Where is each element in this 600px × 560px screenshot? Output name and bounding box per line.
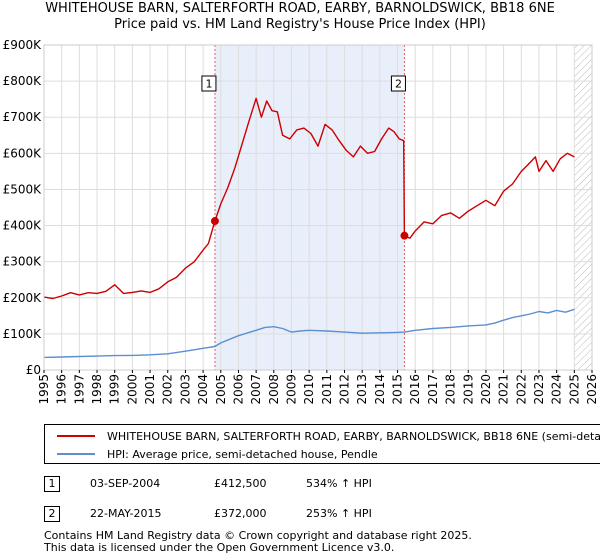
legend-swatch-property (57, 435, 95, 437)
plot-border (43, 44, 593, 371)
transaction-price: £372,000 (214, 507, 267, 520)
x-tick-label: 2005 (214, 374, 228, 405)
chart-title: WHITEHOUSE BARN, SALTERFORTH ROAD, EARBY… (45, 1, 555, 16)
x-tick-label: 2014 (373, 374, 387, 405)
x-tick-label: 1997 (72, 374, 86, 405)
transaction-date: 03-SEP-2004 (90, 477, 161, 490)
legend-entry-property: WHITEHOUSE BARN, SALTERFORTH ROAD, EARBY… (45, 427, 600, 445)
x-tick-label: 2001 (143, 374, 157, 405)
sale-marker-badge-box (390, 75, 406, 92)
footer-licence: This data is licensed under the Open Gov… (44, 541, 395, 554)
x-tick-label: 2022 (514, 374, 528, 405)
transaction-number-badge: 2 (44, 506, 60, 522)
y-tick-label: £700K (3, 110, 43, 124)
transaction-price: £412,500 (214, 477, 267, 490)
x-tick-label: 2000 (125, 374, 139, 405)
transaction-row: 2 22-MAY-2015 £372,000 253% ↑ HPI (0, 505, 600, 525)
x-tick-label: 2012 (338, 374, 352, 405)
transaction-row: 1 03-SEP-2004 £412,500 534% ↑ HPI (0, 475, 600, 495)
transaction-hpi-change: 534% ↑ HPI (306, 477, 372, 490)
x-tick-label: 2011 (320, 374, 334, 405)
x-axis: 1995 1996 1997 1998 1999 2000 2001 2002 2003 2004… (37, 370, 599, 405)
x-tick-label: 1999 (108, 374, 122, 405)
sale-marker-badge-label: 2 (395, 78, 402, 91)
footer-copyright: Contains HM Land Registry data © Crown c… (44, 529, 472, 542)
y-tick-label: £400K (3, 219, 43, 233)
x-tick-label: 2007 (249, 374, 263, 405)
sale-points (210, 217, 409, 240)
x-tick-label: 2025 (567, 374, 581, 405)
chart-subtitle: Price paid vs. HM Land Registry's House … (114, 17, 486, 32)
x-tick-label: 2009 (284, 374, 298, 405)
x-tick-label: 2023 (532, 374, 546, 405)
y-axis: £0 £100K £200K £300K £400K £500K £600K £700K £80… (3, 38, 43, 377)
x-tick-label: 1995 (37, 374, 51, 405)
x-tick-label: 2019 (461, 374, 475, 405)
hpi-series-line (44, 308, 575, 359)
series-lines (44, 97, 575, 359)
x-tick-label: 2026 (585, 374, 599, 405)
legend-swatch-hpi (57, 453, 95, 455)
ownership-shaded-region (214, 45, 405, 370)
y-tick-label: £300K (3, 255, 43, 269)
x-tick-label: 2002 (161, 374, 175, 405)
legend-label-hpi: HPI: Average price, semi-detached house,… (107, 447, 378, 461)
x-tick-label: 2003 (178, 374, 192, 405)
y-tick-label: £900K (3, 38, 43, 52)
property-series-line (44, 97, 575, 300)
x-tick-label: 2018 (444, 374, 458, 405)
transaction-hpi-change: 253% ↑ HPI (306, 507, 372, 520)
sale-point (400, 231, 409, 240)
gridlines (43, 44, 593, 371)
y-tick-label: £100K (3, 327, 43, 341)
sale-point (210, 217, 219, 226)
legend-label-property: WHITEHOUSE BARN, SALTERFORTH ROAD, EARBY… (107, 429, 600, 443)
x-tick-label: 2004 (196, 374, 210, 405)
x-tick-label: 2017 (426, 374, 440, 405)
forecast-hatched-region (574, 45, 592, 370)
transaction-date: 22-MAY-2015 (90, 507, 162, 520)
sale-marker-badge-box (201, 75, 217, 92)
x-tick-label: 2008 (267, 374, 281, 405)
x-tick-label: 2021 (497, 374, 511, 405)
y-tick-label: £200K (3, 291, 43, 305)
x-tick-label: 2010 (302, 374, 316, 405)
x-tick-label: 2016 (408, 374, 422, 405)
x-tick-label: 1996 (55, 374, 69, 405)
sale-marker-badge-label: 1 (205, 78, 212, 91)
x-tick-label: 2024 (550, 374, 564, 405)
legend-entry-hpi: HPI: Average price, semi-detached house,… (45, 445, 378, 463)
x-tick-label: 2006 (231, 374, 245, 405)
y-tick-label: £500K (3, 182, 43, 196)
x-tick-label: 2013 (355, 374, 369, 405)
x-tick-label: 2020 (479, 374, 493, 405)
y-tick-label: £0 (26, 363, 41, 377)
transaction-number-badge: 1 (44, 476, 60, 492)
y-tick-label: £600K (3, 146, 43, 160)
x-tick-label: 2015 (391, 374, 405, 405)
legend: WHITEHOUSE BARN, SALTERFORTH ROAD, EARBY… (44, 424, 600, 464)
y-tick-label: £800K (3, 74, 43, 88)
x-tick-label: 1998 (90, 374, 104, 405)
